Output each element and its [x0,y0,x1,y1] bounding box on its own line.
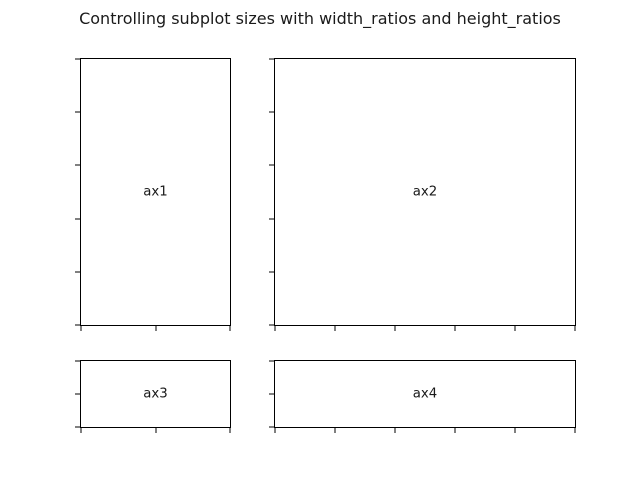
x-tick [574,326,576,331]
y-tick [269,393,274,395]
subplot-ax2: ax2 [269,58,576,331]
y-tick [75,393,80,395]
x-tick [274,428,276,433]
y-tick [75,164,80,166]
x-tick [454,428,456,433]
y-tick [269,164,274,166]
subplot-label: ax2 [412,184,438,200]
x-tick [574,428,576,433]
x-tick [155,428,156,433]
x-tick [514,428,516,433]
x-tick [454,326,456,331]
y-tick [269,360,274,362]
x-tick [155,326,156,331]
x-tick [80,326,82,331]
subplot-ax3: ax3 [75,360,231,433]
figure-title: Controlling subplot sizes with width_rat… [79,9,561,28]
y-tick [75,360,80,362]
x-tick [394,428,396,433]
y-tick [269,271,274,273]
y-tick [75,218,80,220]
x-tick [334,326,336,331]
y-tick [75,324,80,326]
subplot-label: ax4 [412,386,438,402]
x-tick [394,326,396,331]
y-tick [269,426,274,428]
y-tick [75,111,80,113]
x-tick [334,428,336,433]
y-tick [75,426,80,428]
subplot-label: ax3 [143,386,168,402]
y-tick [269,111,274,113]
x-tick [80,428,82,433]
y-tick [269,218,274,220]
x-tick [229,428,231,433]
subplot-label: ax1 [143,184,168,200]
x-tick [514,326,516,331]
y-tick [75,271,80,273]
y-tick [75,58,80,60]
y-tick [269,58,274,60]
subplot-ax1: ax1 [75,58,231,331]
y-tick [269,324,274,326]
subplot-ax4: ax4 [269,360,576,433]
x-tick [229,326,231,331]
x-tick [274,326,276,331]
